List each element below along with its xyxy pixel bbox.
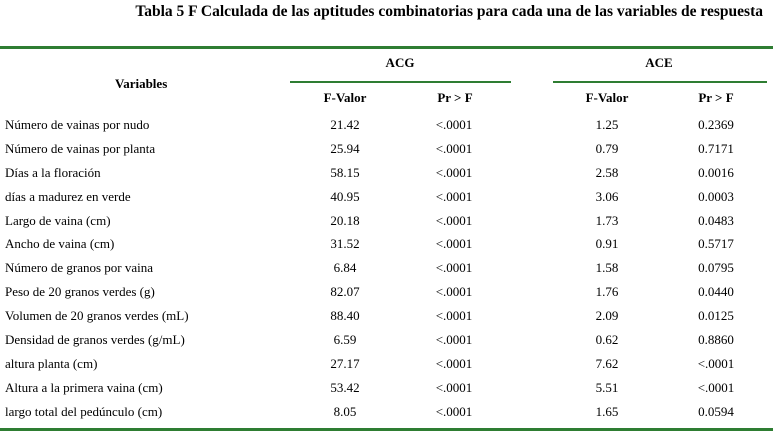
cell-acg-pr: <.0001 (435, 379, 473, 395)
cell-ace-fvalor: 1.65 (595, 403, 619, 419)
cell-ace-fvalor: 1.76 (595, 284, 619, 300)
cell-ace-pr: 0.0125 (698, 308, 734, 324)
cell-acg-pr: <.0001 (435, 140, 473, 156)
table-title: Tabla 5 F Calculada de las aptitudes com… (135, 3, 763, 20)
cell-acg-pr: <.0001 (435, 188, 473, 204)
table-row: Altura a la primera vaina (cm) 53.42 <.000… (0, 376, 773, 400)
cell-acg-fvalor: 20.18 (330, 212, 360, 228)
table-top-rule (0, 46, 773, 49)
table-row: Densidad de granos verdes (g/mL) 6.59 <.00… (0, 328, 773, 352)
cell-ace-fvalor: 0.91 (595, 236, 619, 252)
header-variables: Variables (115, 76, 168, 91)
cell-acg-fvalor: 8.05 (333, 403, 357, 419)
cell-acg-fvalor: 58.15 (330, 164, 360, 180)
cell-variable: Densidad de granos verdes (g/mL) (5, 332, 185, 348)
cell-acg-fvalor: 27.17 (330, 355, 360, 371)
cell-ace-pr: 0.0016 (698, 164, 734, 180)
cell-ace-pr: <.0001 (697, 355, 735, 371)
cell-acg-pr: <.0001 (435, 236, 473, 252)
cell-ace-fvalor: 0.79 (595, 140, 619, 156)
header-ace-fvalor: F-Valor (585, 90, 629, 105)
cell-variable: largo total del pedúnculo (cm) (5, 403, 163, 419)
table-row: Número de granos por vaina 6.84 <.0001 1.58… (0, 256, 773, 280)
cell-ace-fvalor: 7.62 (595, 355, 619, 371)
table-row: Ancho de vaina (cm) 31.52 <.0001 0.91 0.5717 (0, 232, 773, 256)
cell-ace-fvalor: 2.58 (595, 164, 619, 180)
cell-acg-pr: <.0001 (435, 117, 473, 132)
header-ace: ACE (645, 55, 673, 70)
cell-ace-fvalor: 5.51 (595, 379, 619, 395)
cell-variable: días a madurez en verde (5, 188, 131, 204)
cell-ace-pr: 0.0594 (698, 403, 734, 419)
cell-ace-pr: 0.7171 (698, 140, 734, 156)
cell-ace-fvalor: 1.25 (595, 117, 619, 132)
table-row: días a madurez en verde 40.95 <.0001 3.06 0.… (0, 185, 773, 209)
cell-variable: Volumen de 20 granos verdes (mL) (5, 308, 189, 324)
cell-acg-pr: <.0001 (435, 403, 473, 419)
cell-variable: altura planta (cm) (5, 355, 98, 371)
cell-acg-fvalor: 6.84 (333, 260, 357, 276)
table-bottom-rule (0, 428, 773, 431)
cell-variable: Ancho de vaina (cm) (5, 236, 115, 252)
cell-ace-pr: 0.0483 (698, 212, 734, 228)
cell-variable: Número de granos por vaina (5, 260, 154, 276)
cell-variable: Número de vainas por nudo (5, 117, 150, 132)
cell-acg-fvalor: 40.95 (330, 188, 360, 204)
table-row: Días a la floración 58.15 <.0001 2.58 0.0016 (0, 161, 773, 185)
cell-ace-pr: 0.5717 (698, 236, 734, 252)
header-acg-pr: Pr > F (437, 90, 473, 105)
cell-acg-fvalor: 25.94 (330, 140, 360, 156)
cell-ace-pr: 0.0003 (698, 188, 734, 204)
cell-acg-fvalor: 82.07 (330, 284, 360, 300)
ace-underline (553, 81, 767, 83)
cell-variable: Altura a la primera vaina (cm) (5, 379, 163, 395)
cell-ace-pr: 0.0795 (698, 260, 734, 276)
table-row: altura planta (cm) 27.17 <.0001 7.62 <.0001 (0, 352, 773, 376)
header-acg-fvalor: F-Valor (323, 90, 367, 105)
table-row: Peso de 20 granos verdes (g) 82.07 <.0001 1… (0, 280, 773, 304)
cell-ace-fvalor: 2.09 (595, 308, 619, 324)
header-acg: ACG (385, 55, 415, 70)
cell-ace-pr: 0.2369 (698, 117, 734, 132)
cell-acg-fvalor: 21.42 (330, 117, 360, 132)
cell-variable: Días a la floración (5, 164, 101, 180)
cell-acg-pr: <.0001 (435, 355, 473, 371)
table-row: Volumen de 20 granos verdes (mL) 88.40 <.0… (0, 304, 773, 328)
cell-ace-pr: <.0001 (697, 379, 735, 395)
table-row: Número de vainas por nudo 21.42 <.0001 1.25… (0, 113, 773, 137)
cell-acg-fvalor: 53.42 (330, 379, 360, 395)
table-row: largo total del pedúnculo (cm) 8.05 <.0001… (0, 400, 773, 424)
cell-acg-pr: <.0001 (435, 164, 473, 180)
cell-ace-fvalor: 1.58 (595, 260, 619, 276)
cell-acg-pr: <.0001 (435, 308, 473, 324)
cell-acg-pr: <.0001 (435, 284, 473, 300)
cell-ace-fvalor: 1.73 (595, 212, 619, 228)
cell-variable: Número de vainas por planta (5, 140, 156, 156)
cell-acg-pr: <.0001 (435, 212, 473, 228)
cell-acg-pr: <.0001 (435, 332, 473, 348)
cell-acg-fvalor: 88.40 (330, 308, 360, 324)
table-row: Número de vainas por planta 25.94 <.0001 0.… (0, 137, 773, 161)
table-body: Número de vainas por nudo 21.42 <.0001 1.25… (0, 113, 773, 424)
cell-acg-pr: <.0001 (435, 260, 473, 276)
cell-ace-fvalor: 3.06 (595, 188, 619, 204)
cell-variable: Peso de 20 granos verdes (g) (5, 284, 155, 300)
cell-acg-fvalor: 6.59 (333, 332, 357, 348)
acg-underline (290, 81, 511, 83)
cell-ace-pr: 0.0440 (698, 284, 734, 300)
header-ace-pr: Pr > F (698, 90, 734, 105)
cell-variable: Largo de vaina (cm) (5, 212, 111, 228)
cell-ace-fvalor: 0.62 (595, 332, 619, 348)
cell-acg-fvalor: 31.52 (330, 236, 360, 252)
table-row: Largo de vaina (cm) 20.18 <.0001 1.73 0.0483 (0, 209, 773, 233)
cell-ace-pr: 0.8860 (698, 332, 734, 348)
